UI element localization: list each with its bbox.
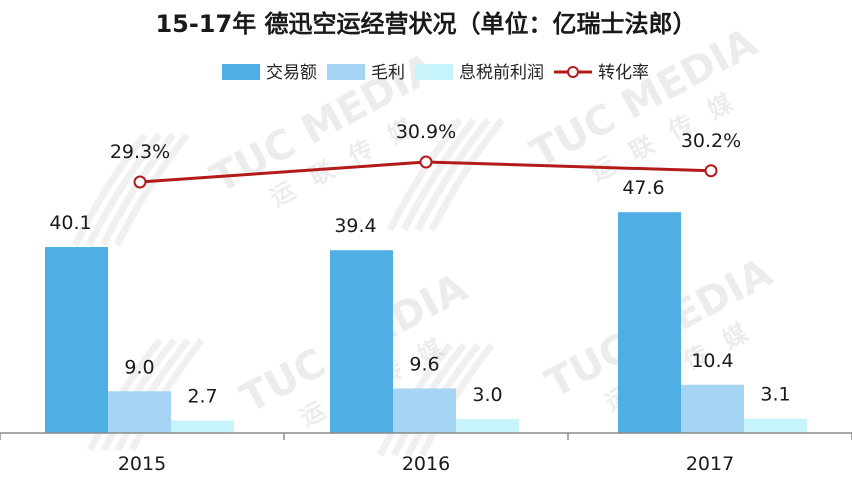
rate-label-2015: 29.3%	[110, 141, 170, 163]
bar-2017-1	[618, 212, 681, 433]
legend-label-rate: 转化率	[598, 63, 649, 83]
rate-point-2017	[704, 164, 718, 178]
x-tick-label-2017: 2017	[686, 453, 734, 475]
bar-2015-1	[45, 247, 108, 433]
x-tick-label-2016: 2016	[402, 453, 450, 475]
bar-label-2015-1: 40.1	[49, 212, 91, 234]
bar-label-2015-2: 9.0	[124, 356, 154, 378]
bar-label-2017-3: 3.1	[760, 384, 790, 406]
bar-label-2016-1: 39.4	[334, 215, 376, 237]
bar-labels: 40.1 9.0 2.7 39.4 9.6 3.0 47.6 10.4 3.1	[49, 177, 790, 407]
rate-point-2016	[419, 155, 433, 169]
bar-label-2015-3: 2.7	[187, 385, 217, 407]
bar-2016-2	[393, 388, 456, 433]
legend-marker-icon	[567, 66, 579, 78]
bar-2016-3	[456, 419, 519, 433]
legend-label-3: 息税前利润	[459, 63, 544, 83]
bar-label-2016-3: 3.0	[472, 384, 502, 406]
chart-title: 15-17年 德迅空运经营状况（单位：亿瑞士法郎）	[155, 10, 696, 38]
legend-label-2: 毛利	[371, 63, 405, 83]
rate-point-2015	[133, 175, 147, 189]
bar-2017-2	[681, 384, 744, 433]
legend: 交易额 毛利 息税前利润 转化率	[222, 63, 649, 83]
bar-2016-1	[330, 250, 393, 433]
x-axis-ticks	[0, 433, 852, 440]
x-tick-label-2015: 2015	[118, 453, 166, 475]
bar-label-2016-2: 9.6	[409, 353, 439, 375]
rate-label-2016: 30.9%	[396, 121, 456, 143]
rate-label-2017: 30.2%	[681, 130, 741, 152]
watermark-streak-icon	[71, 132, 190, 247]
x-axis-tick-labels: 2015 2016 2017	[118, 453, 734, 475]
bar-label-2017-1: 47.6	[622, 177, 664, 199]
bars	[45, 212, 807, 433]
legend-swatch-2	[327, 64, 365, 80]
conversion-rate-line: 29.3% 30.9% 30.2%	[110, 121, 741, 189]
bar-label-2017-2: 10.4	[691, 350, 733, 372]
legend-swatch-3	[415, 64, 453, 80]
legend-label-1: 交易额	[266, 63, 317, 83]
bar-2015-3	[171, 420, 234, 433]
bar-2015-2	[108, 391, 171, 433]
legend-swatch-1	[222, 64, 260, 80]
watermark-streak-icon	[386, 117, 505, 232]
bar-2017-3	[744, 418, 807, 433]
